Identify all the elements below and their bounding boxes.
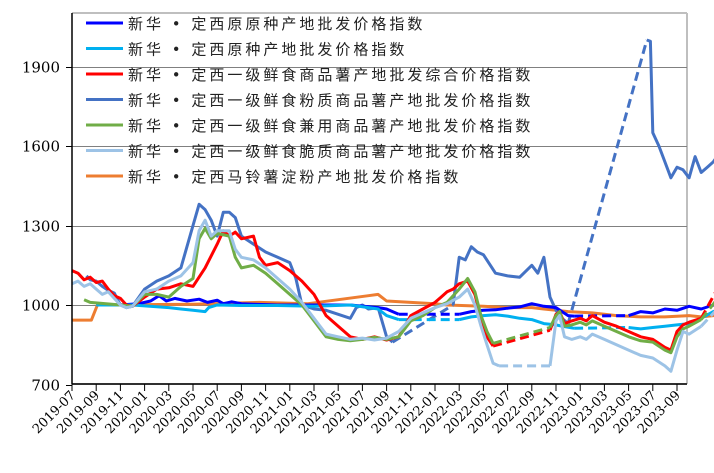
legend-item: 新华 • 定西原种产地批发价格指数 <box>86 41 407 59</box>
legend-label: 新华 • 定西原种产地批发价格指数 <box>128 41 407 59</box>
series-segment <box>451 245 570 325</box>
series-line <box>72 292 714 322</box>
series-segment <box>71 218 500 368</box>
series-segment <box>96 303 400 322</box>
legend-item: 新华 • 定西一级鲜食商品薯产地批发综合价格指数 <box>86 66 533 84</box>
series-gap-dashed <box>699 291 714 320</box>
series-segment <box>646 38 714 180</box>
y-tick-label: 1600 <box>22 138 60 156</box>
legend-label: 新华 • 定西一级鲜食粉质商品薯产地批发价格指数 <box>128 92 533 110</box>
legend-label: 新华 • 定西马铃薯淀粉产地批发价格指数 <box>128 168 461 186</box>
legend-item: 新华 • 定西一级鲜食脆质商品薯产地批发价格指数 <box>86 143 533 161</box>
series-segment <box>548 314 703 373</box>
legend-label: 新华 • 定西一级鲜食兼用商品薯产地批发价格指数 <box>128 117 533 135</box>
series-gap-dashed <box>391 303 454 344</box>
legend-label: 新华 • 定西一级鲜食脆质商品薯产地批发价格指数 <box>128 143 533 161</box>
legend-item: 新华 • 定西原原种产地批发价格指数 <box>86 15 425 33</box>
series-gap-dashed <box>574 314 629 318</box>
y-tick-label: 1900 <box>22 59 60 77</box>
y-tick-label: 700 <box>31 377 60 395</box>
series-segment <box>458 302 575 318</box>
legend-label: 新华 • 定西原原种产地批发价格指数 <box>128 15 425 33</box>
legend-item: 新华 • 定西一级鲜食兼用商品薯产地批发价格指数 <box>86 117 533 135</box>
series-segment <box>71 229 495 347</box>
series-segment <box>548 310 702 355</box>
legend-item: 新华 • 定西马铃薯淀粉产地批发价格指数 <box>86 168 461 186</box>
series-gap-dashed <box>492 328 551 348</box>
series-gap-dashed <box>566 39 649 325</box>
series-gap-dashed <box>492 326 551 345</box>
axes <box>66 13 687 391</box>
series-line <box>71 218 714 373</box>
y-tick-label: 1300 <box>22 218 60 236</box>
legend-item: 新华 • 定西一级鲜食粉质商品薯产地批发价格指数 <box>86 92 533 110</box>
series-segment <box>72 292 714 322</box>
y-tick-label: 1000 <box>22 297 60 315</box>
series-layer <box>71 38 714 373</box>
legend-label: 新华 • 定西一级鲜食商品薯产地批发综合价格指数 <box>128 66 533 84</box>
series-segment <box>628 303 714 318</box>
y-axis-tick-labels: 700 1000 1300 1600 1900 <box>22 59 60 395</box>
